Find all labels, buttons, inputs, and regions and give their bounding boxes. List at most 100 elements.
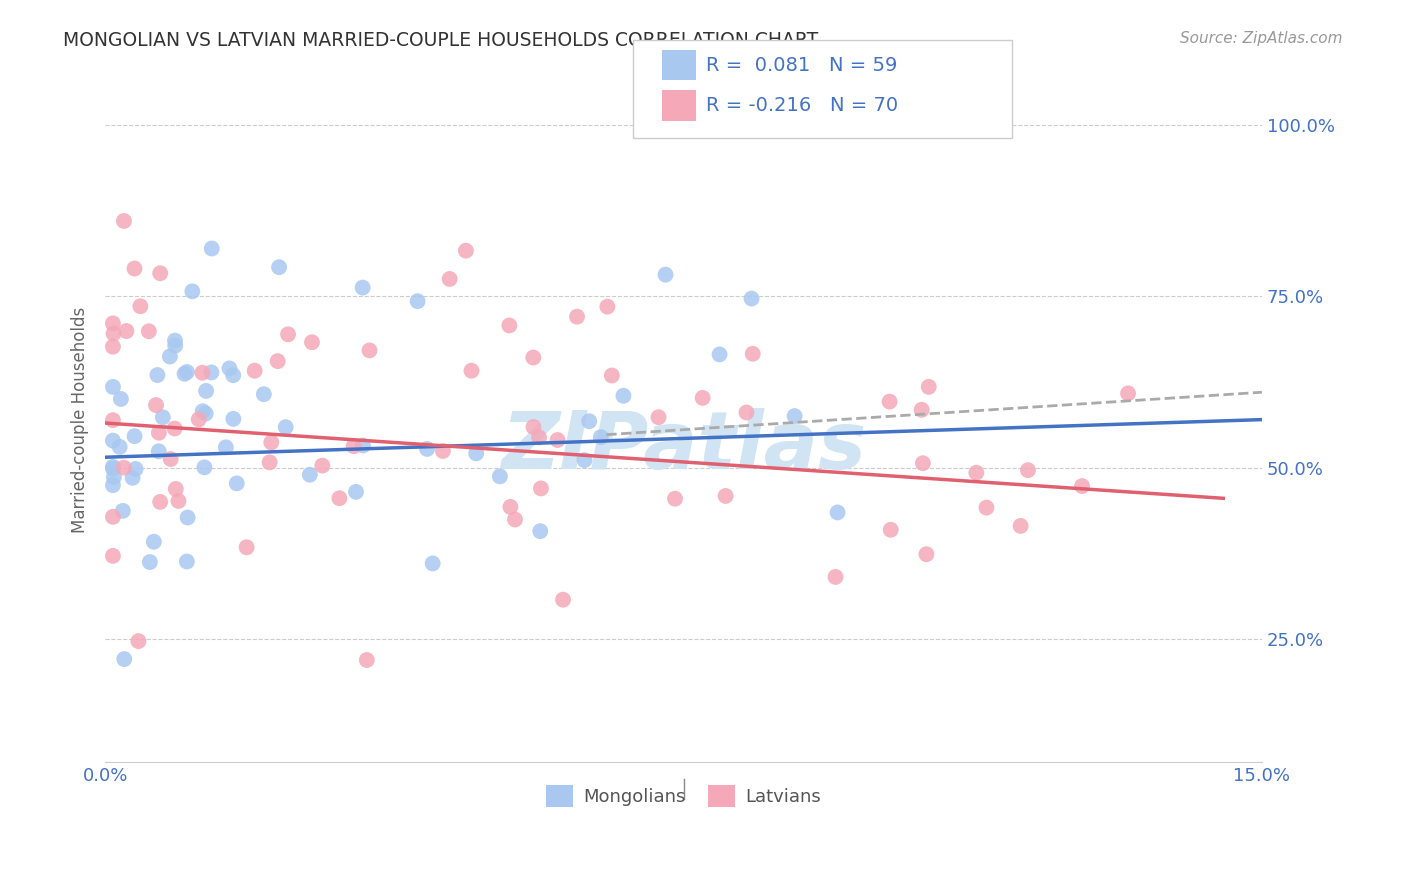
Point	[416, 442, 439, 456]
Point	[692, 391, 714, 405]
Point	[222, 368, 245, 383]
Point	[101, 380, 124, 394]
Point	[352, 280, 374, 294]
Point	[101, 478, 124, 492]
Point	[142, 534, 165, 549]
Point	[159, 350, 181, 364]
Point	[422, 557, 444, 571]
Point	[911, 456, 934, 470]
Point	[522, 420, 544, 434]
Point	[489, 469, 512, 483]
Point	[101, 340, 124, 354]
Point	[194, 407, 217, 421]
Point	[735, 405, 758, 419]
Point	[328, 491, 350, 506]
Point	[352, 438, 374, 452]
Point	[101, 413, 124, 427]
Point	[148, 425, 170, 440]
Point	[176, 554, 198, 568]
Point	[201, 242, 224, 256]
Text: R =  0.081   N = 59: R = 0.081 N = 59	[706, 56, 897, 75]
Point	[1017, 463, 1039, 477]
Point	[127, 634, 149, 648]
Point	[124, 261, 146, 276]
Point	[112, 460, 135, 475]
Point	[918, 380, 941, 394]
Point	[499, 500, 522, 514]
Point	[225, 476, 247, 491]
Point	[101, 434, 124, 448]
Point	[1116, 386, 1139, 401]
Point	[101, 549, 124, 563]
Point	[432, 444, 454, 458]
Point	[298, 467, 321, 482]
Point	[647, 410, 669, 425]
Point	[498, 318, 520, 333]
Point	[124, 462, 146, 476]
Text: Source: ZipAtlas.com: Source: ZipAtlas.com	[1180, 31, 1343, 46]
Text: ZIPatlas: ZIPatlas	[501, 408, 866, 486]
Point	[148, 444, 170, 458]
Point	[222, 412, 245, 426]
Point	[343, 439, 366, 453]
Point	[654, 268, 676, 282]
Point	[783, 409, 806, 423]
Point	[359, 343, 381, 358]
Point	[139, 555, 162, 569]
Point	[565, 310, 588, 324]
Point	[215, 440, 238, 454]
Point	[260, 435, 283, 450]
Point	[911, 402, 934, 417]
Point	[664, 491, 686, 506]
Point	[115, 324, 138, 338]
Point	[574, 453, 596, 467]
Point	[149, 495, 172, 509]
Point	[200, 366, 222, 380]
Y-axis label: Married-couple Households: Married-couple Households	[72, 307, 89, 533]
Point	[165, 338, 187, 352]
Point	[709, 347, 731, 361]
Point	[173, 367, 195, 381]
Point	[880, 523, 903, 537]
Point	[612, 389, 634, 403]
Point	[187, 412, 209, 426]
Point	[824, 570, 846, 584]
Point	[108, 440, 131, 454]
Point	[103, 470, 125, 484]
Point	[163, 421, 186, 435]
Point	[547, 433, 569, 447]
Point	[167, 494, 190, 508]
Point	[527, 430, 550, 444]
Point	[356, 653, 378, 667]
Legend: Mongolians, Latvians: Mongolians, Latvians	[538, 778, 828, 814]
Point	[124, 429, 146, 443]
Point	[714, 489, 737, 503]
Point	[121, 471, 143, 485]
Point	[827, 505, 849, 519]
Point	[741, 292, 763, 306]
Point	[301, 335, 323, 350]
Point	[267, 260, 290, 275]
Point	[460, 364, 482, 378]
Point	[530, 482, 553, 496]
Point	[112, 652, 135, 666]
Point	[112, 214, 135, 228]
Point	[503, 512, 526, 526]
Point	[589, 430, 612, 444]
Point	[129, 299, 152, 313]
Point	[101, 461, 124, 475]
Point	[741, 347, 763, 361]
Point	[218, 361, 240, 376]
Point	[965, 466, 987, 480]
Point	[915, 547, 938, 561]
Point	[103, 326, 125, 341]
Point	[439, 272, 461, 286]
Text: MONGOLIAN VS LATVIAN MARRIED-COUPLE HOUSEHOLDS CORRELATION CHART: MONGOLIAN VS LATVIAN MARRIED-COUPLE HOUS…	[63, 31, 818, 50]
Point	[181, 285, 204, 299]
Point	[146, 368, 169, 382]
Point	[163, 334, 186, 348]
Point	[253, 387, 276, 401]
Point	[101, 317, 124, 331]
Point	[596, 300, 619, 314]
Point	[191, 404, 214, 418]
